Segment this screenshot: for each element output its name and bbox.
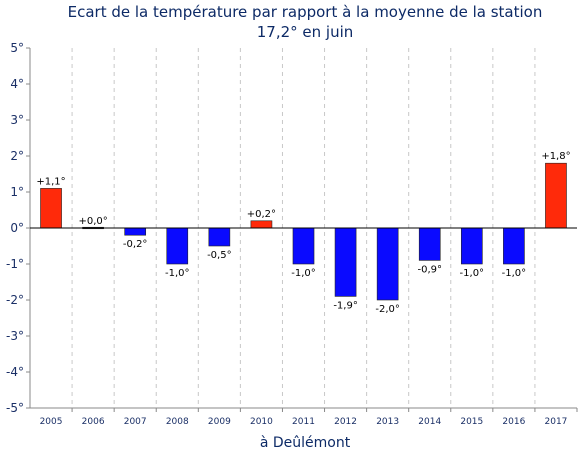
chart-title-line1: Ecart de la température par rapport à la… [68,3,543,21]
bar-2009 [208,227,231,247]
x-tick-label: 2014 [418,417,441,427]
bar-2011 [292,227,315,265]
x-tick-label: 2009 [208,417,231,427]
data-label-2007: -0,2° [123,239,148,250]
y-tick-label: 5° [10,41,24,55]
x-tick-label: 2016 [502,417,525,427]
x-tick-label: 2006 [82,417,105,427]
bar-2010 [250,220,273,229]
y-tick-label: -5° [6,401,24,415]
y-tick-label: -3° [6,329,24,343]
y-tick-label: -1° [6,257,24,271]
bar-2017 [545,162,567,229]
bars [40,162,567,301]
bar-2005 [40,188,62,229]
data-label-2017: +1,8° [541,151,570,162]
y-tick-label: -4° [6,365,24,379]
y-tick-label: 0° [10,221,24,235]
data-label-2011: -1,0° [291,268,316,279]
bar-2012 [334,227,357,297]
x-tick-label: 2005 [40,417,63,427]
data-label-2005: +1,1° [36,176,65,187]
y-tick-label: 2° [10,149,24,163]
x-tick-label: 2013 [376,417,399,427]
bar-2008 [166,227,189,265]
x-axis-label: à Deûlémont [260,435,351,451]
x-tick-label: 2015 [460,417,483,427]
data-label-2016: -1,0° [502,268,527,279]
data-label-2015: -1,0° [460,268,485,279]
x-tick-label: 2011 [292,417,315,427]
bar-2015 [460,227,483,265]
bar-2007 [124,227,147,236]
x-tick-label: 2012 [334,417,357,427]
axes: 5° 4° 3° 2° 1° 0° -1° -2° -3° -4° -5° 2005 2006 2007 2… [6,41,578,427]
data-label-2014: -0,9° [417,264,442,275]
data-labels: +1,1° +0,0° -0,2° -1,0° -0,5° +0,2° -1,0° -1,9°… [36,151,570,315]
data-label-2006: +0,0° [78,216,107,227]
bar-2013 [376,227,399,301]
data-label-2012: -1,9° [333,300,358,311]
y-tick-label: 4° [10,77,24,91]
x-tick-label: 2010 [250,417,273,427]
data-label-2009: -0,5° [207,250,232,261]
data-label-2008: -1,0° [165,268,190,279]
x-tick-label: 2007 [124,417,147,427]
chart-title-line2: 17,2° en juin [257,23,354,41]
bar-2014 [418,227,441,261]
data-label-2013: -2,0° [375,304,400,315]
x-tick-label: 2008 [166,417,189,427]
y-tick-label: 3° [10,113,24,127]
y-tick-label: -2° [6,293,24,307]
x-tick-label: 2017 [545,417,568,427]
bar-2016 [503,227,525,265]
data-label-2010: +0,2° [247,209,276,220]
y-tick-label: 1° [10,185,24,199]
